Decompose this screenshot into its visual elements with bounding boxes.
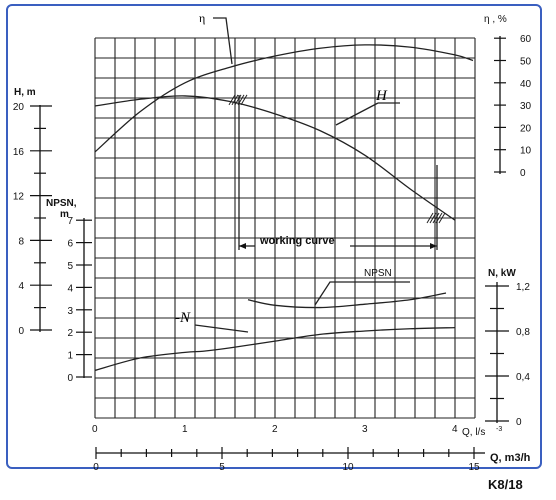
working-range-hatch <box>429 212 437 224</box>
q-ls-axis-tick-label: 4 <box>452 424 458 435</box>
npsh-axis-tick-label: 4 <box>67 283 73 294</box>
h-axis-title: H, m <box>14 87 36 98</box>
q-m3h-axis-tick-label: 0 <box>93 462 99 473</box>
working-range-hatch <box>432 212 440 224</box>
npsh-axis-tick-label: 3 <box>67 306 73 317</box>
eta-curve <box>94 44 474 153</box>
h-axis-tick-label: 0 <box>18 326 24 337</box>
npsh-axis-tick-label: 6 <box>67 239 73 250</box>
eta-axis-tick-label: 40 <box>520 79 532 90</box>
n-axis-tick-label: 0 <box>516 417 522 428</box>
npsh-axis-tick-label: 1 <box>67 351 73 362</box>
working-range-hatch <box>228 94 236 106</box>
q-ls-axis-tick-label: 3 <box>362 424 368 435</box>
q-ls-axis-tick-label: 1 <box>182 424 188 435</box>
n-label-leader <box>194 324 249 333</box>
n-curve <box>94 326 456 372</box>
working-range-arrow-right <box>430 243 437 249</box>
working-range-hatch <box>426 212 434 224</box>
npsh-label-leader <box>314 281 410 306</box>
pump-model-code: K8/18 <box>488 477 523 492</box>
h-axis-tick-label: 8 <box>18 236 24 247</box>
working-range-hatch <box>231 94 239 106</box>
working-curve-label: working curve <box>259 235 335 247</box>
q-m3h-axis-tick-label: 10 <box>342 462 354 473</box>
eta-axis-tick-label: 50 <box>520 57 532 68</box>
q-ls-axis-tick-label: 2 <box>272 424 278 435</box>
npsh-axis-tick-label: 7 <box>67 216 73 227</box>
working-range-hatch <box>438 212 446 224</box>
working-range-hatch <box>234 94 242 106</box>
npsh-axis-tick-label: 2 <box>67 328 73 339</box>
q-m3h-axis-tick-label: 5 <box>219 462 225 473</box>
q-m3h-axis-tick-label: 15 <box>468 462 480 473</box>
n-axis-tick-label: 0,8 <box>516 327 530 338</box>
q-ls-axis-title: Q, l/s <box>462 427 485 438</box>
h-label-leader <box>335 102 400 126</box>
working-range-hatch <box>240 94 248 106</box>
h-axis-tick-label: 16 <box>13 147 25 158</box>
working-range-hatch <box>435 212 443 224</box>
h-axis-tick-label: 4 <box>18 281 24 292</box>
npsh-curve <box>247 292 447 309</box>
npsh-curve-label: NPSN <box>364 268 392 279</box>
npsh-axis-tick-label: 5 <box>67 261 73 272</box>
n-axis-tick-label: 0,4 <box>516 372 530 383</box>
h-axis-tick-label: 20 <box>13 102 25 113</box>
npsh-axis-title-line2: m <box>60 209 69 220</box>
eta-curve-label: η <box>199 11 205 25</box>
working-range-hatch <box>237 94 245 106</box>
n-curve-label: -N <box>175 310 191 326</box>
q-m3h-axis-title: Q, m3/h <box>490 452 531 464</box>
q-ls-axis-exponent: -3 <box>496 426 502 433</box>
q-ls-axis-tick-label: 0 <box>92 424 98 435</box>
h-curve-label: H <box>375 88 388 104</box>
working-range-arrow-left <box>239 243 246 249</box>
npsh-axis-tick-label: 0 <box>67 373 73 384</box>
eta-axis-tick-label: 10 <box>520 146 532 157</box>
chart-frame <box>6 4 542 469</box>
eta-label-leader <box>213 17 233 65</box>
eta-axis-tick-label: 20 <box>520 123 532 134</box>
eta-axis-tick-label: 30 <box>520 101 532 112</box>
eta-axis-tick-label: 0 <box>520 168 526 179</box>
n-axis-tick-label: 1,2 <box>516 282 530 293</box>
h-axis-tick-label: 12 <box>13 192 25 203</box>
eta-axis-tick-label: 60 <box>520 34 532 45</box>
h-curve <box>94 95 456 221</box>
npsh-axis-title-line1: NPSN, <box>46 198 77 209</box>
n-axis-title: N, kW <box>488 268 516 279</box>
eta-axis-title: η , % <box>484 14 507 25</box>
